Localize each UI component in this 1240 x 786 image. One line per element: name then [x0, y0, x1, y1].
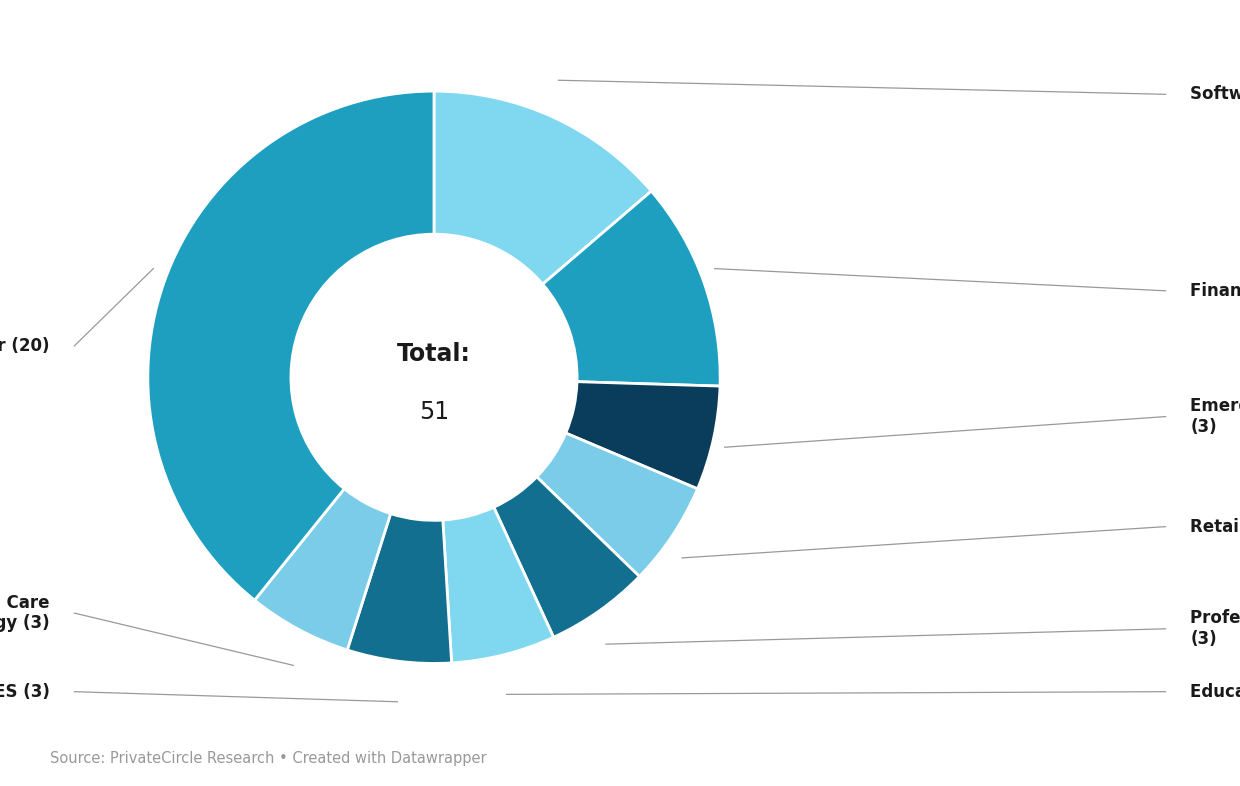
Text: 51: 51: [419, 399, 449, 424]
Wedge shape: [434, 91, 651, 285]
Wedge shape: [543, 191, 720, 386]
Text: Total:: Total:: [397, 343, 471, 366]
Text: Retail (3): Retail (3): [1190, 518, 1240, 535]
Wedge shape: [537, 433, 698, 576]
Wedge shape: [494, 477, 640, 637]
Text: Software (7): Software (7): [1190, 86, 1240, 103]
Text: Professional Services
(3): Professional Services (3): [1190, 609, 1240, 648]
Text: Other (20): Other (20): [0, 337, 50, 354]
Wedge shape: [565, 382, 720, 489]
Text: IT/ITES (3): IT/ITES (3): [0, 683, 50, 700]
Text: Emerging Technology
(3): Emerging Technology (3): [1190, 397, 1240, 436]
Wedge shape: [148, 91, 434, 601]
Wedge shape: [254, 489, 391, 650]
Wedge shape: [347, 513, 451, 663]
Text: Education (3): Education (3): [1190, 683, 1240, 700]
Wedge shape: [443, 507, 553, 663]
Text: Health Care
Technology (3): Health Care Technology (3): [0, 593, 50, 633]
Text: Source: PrivateCircle Research • Created with Datawrapper: Source: PrivateCircle Research • Created…: [50, 751, 486, 766]
Text: Finance (6): Finance (6): [1190, 282, 1240, 299]
